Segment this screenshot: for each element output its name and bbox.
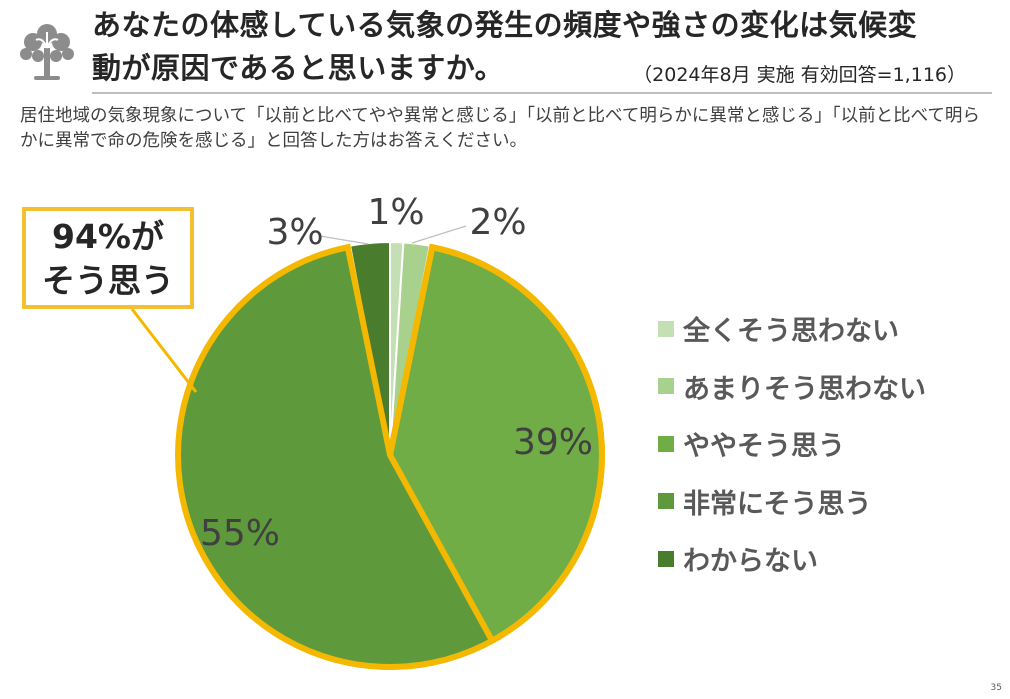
agreement-callout: 94%が そう思う	[22, 207, 194, 309]
legend-item-1: 全くそう思わない	[658, 300, 926, 358]
tree-logo-icon	[20, 24, 74, 80]
data-label-2: 2%	[469, 202, 526, 243]
legend-swatch	[658, 550, 674, 567]
legend-item-5: わからない	[658, 530, 926, 588]
title-divider	[92, 92, 992, 94]
question-note: 居住地域の気象現象について「以前と比べてやや異常と感じる」「以前と比べて明らかに…	[20, 106, 980, 151]
page-title: あなたの体感している気象の発生の頻度や強さの変化は気候変 動が原因であると思いま…	[92, 4, 992, 90]
legend: 全くそう思わない あまりそう思わない ややそう思う 非常にそう思う わからない	[658, 300, 926, 588]
title-line-2: 動が原因であると思いますか。	[92, 51, 505, 85]
legend-swatch	[658, 435, 674, 452]
callout-line-1: 94%が	[52, 217, 164, 256]
legend-label: あまりそう思わない	[683, 373, 926, 405]
title-line-1: あなたの体感している気象の発生の頻度や強さの変化は気候変	[92, 8, 918, 42]
data-label-1: 1%	[367, 192, 424, 233]
survey-note: （2024年8月 実施 有効回答=1,116）	[633, 64, 966, 86]
data-label-5: 3%	[266, 212, 323, 253]
legend-label: 全くそう思わない	[683, 316, 899, 348]
legend-label: わからない	[683, 546, 818, 578]
legend-swatch	[658, 493, 674, 510]
callout-pointer	[130, 308, 198, 393]
legend-item-3: ややそう思う	[658, 415, 926, 473]
legend-item-4: 非常にそう思う	[658, 473, 926, 531]
leader-line-2	[411, 225, 467, 244]
leader-line-5	[319, 235, 369, 245]
page-number: 35	[990, 683, 1002, 693]
legend-swatch	[658, 320, 674, 337]
agreement-outline-inner	[386, 243, 605, 645]
data-label-4: 55%	[200, 513, 280, 554]
legend-label: ややそう思う	[683, 431, 845, 463]
legend-label: 非常にそう思う	[683, 488, 872, 520]
legend-swatch	[658, 378, 674, 395]
callout-line-2: そう思う	[42, 261, 174, 300]
legend-item-2: あまりそう思わない	[658, 358, 926, 416]
data-label-3: 39%	[513, 422, 593, 463]
